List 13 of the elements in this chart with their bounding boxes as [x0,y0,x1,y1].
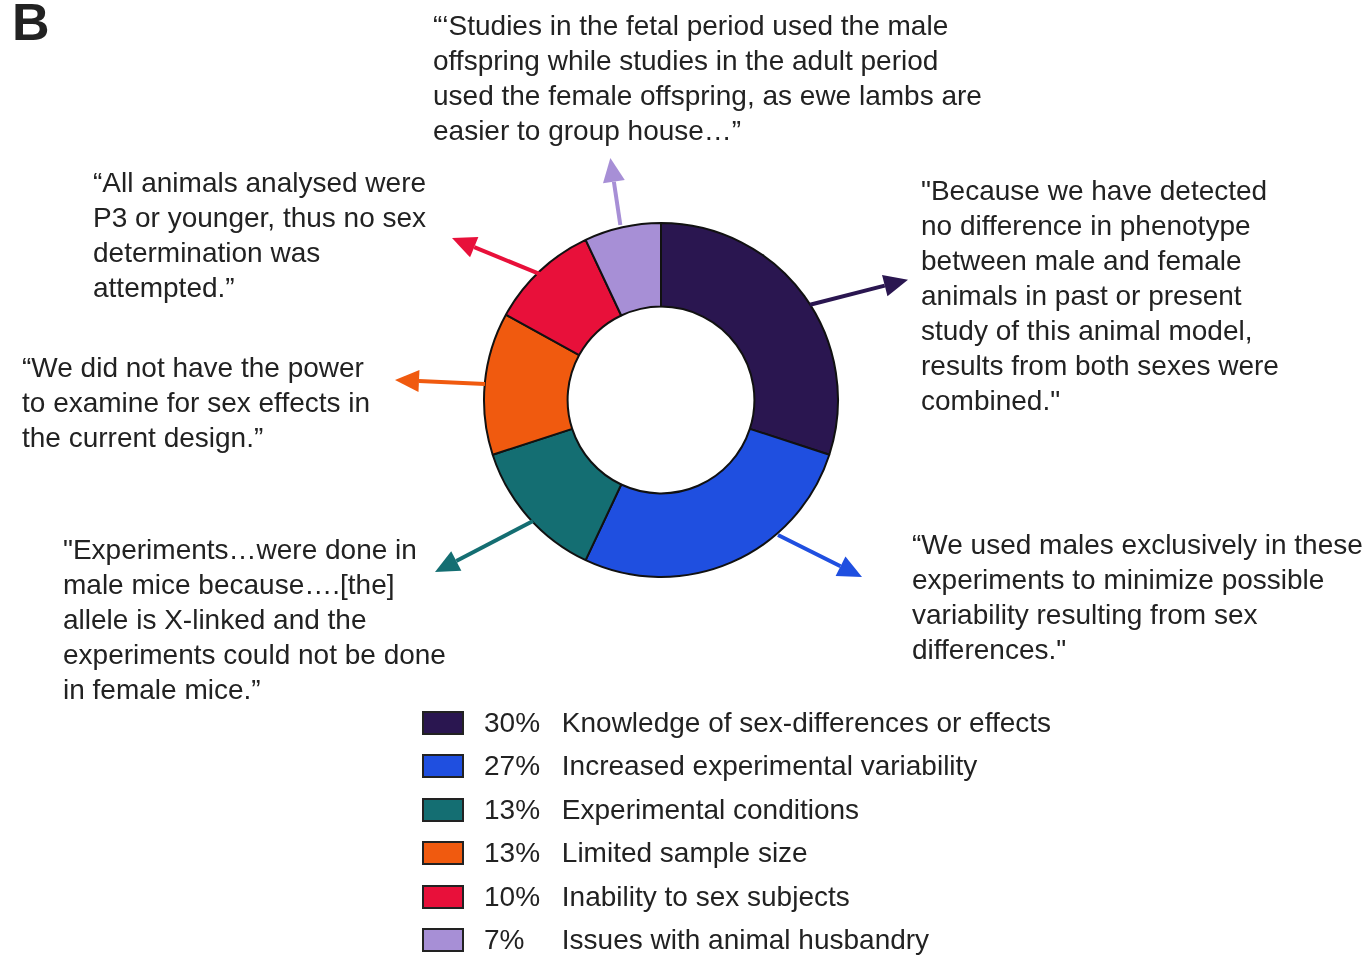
legend-label: 13% Limited sample size [484,837,808,870]
text: "Because we have detected no difference in phenotype between male and female animals in past or present study of this animal model, results from both sexes were combined." [921,174,1280,418]
text: “All animals analysed were P3 or younger, thus no sex determination was attempted.” [93,166,428,305]
legend-label: 10% Inability to sex subjects [484,880,850,913]
text: “We used males exclusively in these experiments to minimize possible variability resulting from sex differences." [912,528,1364,667]
legend-label: 27% Increased experimental variability [484,750,978,783]
text: “‘Studies in the fetal period used the male offspring while studies in the adult period used the female offspring, as ewe lambs are easier to group house…” [433,9,983,148]
text: "Experiments…were done in male mice because….[the] allele is X-linked and the experiments could not be done in female mice.” [63,533,447,707]
chart-title: B [12,0,50,52]
legend-label: 7% Issues with animal husbandry [484,924,930,957]
legend-label: 30% Knowledge of sex-differences or effects [484,706,1052,739]
legend-label: 13% Experimental conditions [484,793,860,826]
text: “We did not have the power to examine for sex effects in the current design.” [22,351,372,455]
